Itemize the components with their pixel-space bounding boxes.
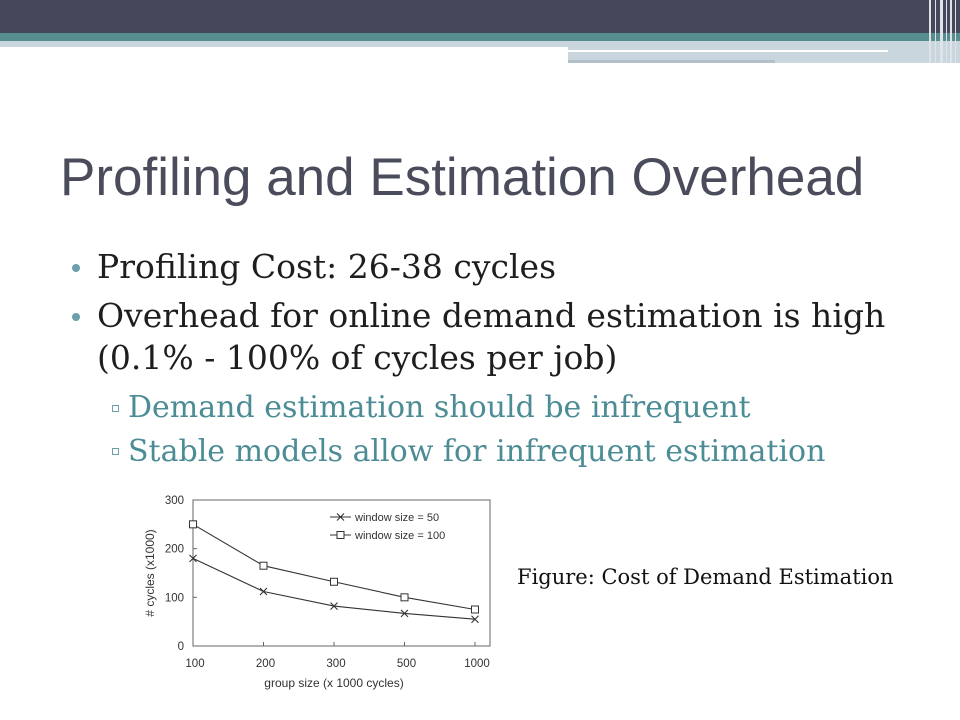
header-vertical-line bbox=[950, 0, 952, 63]
series-2-point bbox=[471, 605, 479, 614]
y-tick-label: 200 bbox=[165, 544, 184, 556]
legend-marker bbox=[336, 531, 345, 539]
bullet-text-continuation: (0.1% - 100% of cycles per job) bbox=[97, 338, 618, 377]
plot-frame bbox=[192, 499, 491, 647]
x-axis-label: group size (x 1000 cycles) bbox=[264, 676, 403, 690]
slide-title: Profiling and Estimation Overhead bbox=[60, 148, 865, 207]
demand-estimation-cost-chart: # cycles (x1000) group size (x 1000 cycl… bbox=[130, 488, 500, 693]
bullet-text: Profiling Cost: 26-38 cycles bbox=[97, 247, 557, 286]
x-tick-label: 200 bbox=[256, 658, 275, 670]
sub-bullet-square-icon bbox=[112, 405, 119, 412]
header-gray-line bbox=[568, 60, 775, 63]
x-tick-label: 100 bbox=[185, 658, 204, 670]
series-2-point bbox=[259, 561, 268, 570]
series-1-point bbox=[259, 587, 268, 596]
chart-canvas: # cycles (x1000) group size (x 1000 cycl… bbox=[143, 495, 491, 690]
series-1-point bbox=[471, 615, 479, 624]
figure-caption: Figure: Cost of Demand Estimation bbox=[517, 565, 894, 589]
header-vertical-line bbox=[955, 0, 956, 63]
x-tick-label: 300 bbox=[326, 658, 345, 670]
header-vertical-line bbox=[940, 0, 943, 63]
header-white-line bbox=[568, 50, 888, 52]
legend-label: window size = 100 bbox=[354, 530, 445, 542]
series-1-point bbox=[400, 609, 409, 618]
bullet-text: Overhead for online demand estimation is… bbox=[97, 296, 886, 335]
series-2-point bbox=[330, 577, 338, 586]
sub-bullet-text: Demand estimation should be infrequent bbox=[128, 390, 751, 425]
header-teal-stripe bbox=[0, 33, 960, 41]
header-vertical-line bbox=[935, 0, 936, 63]
legend-marker bbox=[336, 513, 345, 521]
header-dark-band bbox=[0, 0, 960, 33]
y-tick-label: 300 bbox=[165, 495, 184, 507]
bullet-dot-icon bbox=[72, 313, 80, 321]
legend-label: window size = 50 bbox=[354, 512, 439, 524]
series-2-point bbox=[189, 520, 197, 529]
header-light-stripe bbox=[0, 41, 960, 47]
x-tick-label: 1000 bbox=[464, 658, 490, 670]
sub-bullet-text: Stable models allow for infrequent estim… bbox=[128, 434, 826, 469]
y-tick-label: 0 bbox=[178, 641, 184, 653]
series-2-point bbox=[400, 593, 409, 602]
y-axis-label: # cycles (x1000) bbox=[143, 529, 157, 616]
y-tick-label: 100 bbox=[165, 592, 184, 604]
sub-bullet-square-icon bbox=[112, 448, 119, 455]
header-vertical-line bbox=[946, 0, 947, 63]
x-tick-label: 500 bbox=[397, 658, 416, 670]
series-1-point bbox=[189, 554, 197, 563]
series-1-point bbox=[330, 602, 338, 610]
bullet-dot-icon bbox=[72, 264, 80, 272]
header-vertical-line bbox=[929, 0, 931, 63]
